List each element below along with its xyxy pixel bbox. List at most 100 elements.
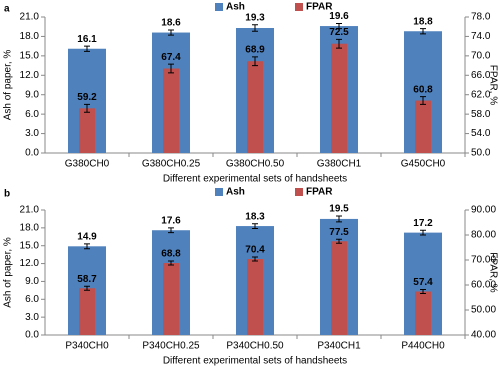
- y2-tick-label: 62.0: [471, 89, 491, 100]
- value-label: 17.6: [161, 215, 181, 226]
- value-label: 59.2: [77, 92, 97, 103]
- y2-tick-label: 74.0: [471, 31, 491, 42]
- value-label: 68.8: [161, 249, 181, 260]
- x-tick-label: P340CH0.50: [226, 341, 284, 352]
- error-bar: [168, 260, 174, 266]
- x-tick-label: G380CH0: [65, 159, 110, 170]
- y-tick-label: 15.0: [20, 50, 40, 61]
- value-label: 19.5: [329, 204, 349, 215]
- error-bar: [84, 103, 90, 113]
- x-axis-label: Different experimental sets of handsheet…: [163, 356, 347, 367]
- y2-tick-label: 70.0: [471, 50, 491, 61]
- error-bar: [336, 38, 342, 49]
- y-tick-label: 3.0: [25, 128, 39, 139]
- y-tick-label: 12.0: [20, 70, 40, 81]
- error-bar: [168, 227, 174, 234]
- bar: [247, 61, 263, 154]
- y2-axis-label: FPAR, %: [487, 252, 498, 292]
- value-label: 67.4: [161, 52, 181, 63]
- error-bar: [252, 24, 258, 32]
- y-tick-label: 12.0: [20, 258, 40, 269]
- error-bar: [336, 238, 342, 244]
- bar: [79, 108, 95, 153]
- y-axis-label: Ash of paper, %: [3, 237, 14, 308]
- x-tick-label: G380CH1: [317, 159, 362, 170]
- x-tick-label: P440CH0: [401, 341, 445, 352]
- error-bar: [252, 223, 258, 229]
- error-bar: [420, 289, 426, 294]
- x-tick-label: G380CH0.50: [226, 159, 285, 170]
- y2-tick-label: 40.00: [471, 330, 496, 341]
- error-bar: [84, 45, 90, 52]
- value-label: 18.8: [413, 16, 433, 27]
- y-tick-label: 21.0: [20, 12, 40, 23]
- value-label: 72.5: [329, 27, 349, 38]
- bar: [163, 263, 179, 335]
- value-label: 18.3: [245, 211, 265, 222]
- y-tick-label: 15.0: [20, 240, 40, 251]
- value-label: 58.7: [77, 274, 97, 285]
- error-bar: [84, 285, 90, 291]
- legend-swatch: [215, 3, 223, 11]
- legend-label: Ash: [226, 2, 245, 13]
- value-label: 60.8: [413, 84, 433, 95]
- y2-tick-label: 66.0: [471, 70, 491, 81]
- legend-label: FPAR: [306, 187, 333, 198]
- error-bar: [336, 22, 342, 30]
- legend-swatch: [295, 3, 303, 11]
- bar: [247, 259, 263, 335]
- error-bar: [420, 96, 426, 105]
- y-tick-label: 18.0: [20, 222, 40, 233]
- y2-tick-label: 70.00: [471, 255, 496, 266]
- legend-swatch: [215, 188, 223, 196]
- x-tick-label: P340CH1: [317, 341, 361, 352]
- y2-tick-label: 60.00: [471, 280, 496, 291]
- y2-axis-label: FPAR, %: [487, 65, 498, 105]
- value-label: 14.9: [77, 232, 97, 243]
- error-bar: [84, 243, 90, 250]
- legend-label: FPAR: [306, 2, 333, 13]
- bar: [415, 100, 431, 153]
- error-bar: [420, 229, 426, 236]
- x-axis-label: Different experimental sets of handsheet…: [163, 174, 347, 185]
- x-tick-label: P340CH0.25: [142, 341, 200, 352]
- y-tick-label: 0.0: [25, 330, 39, 341]
- value-label: 19.3: [245, 12, 265, 23]
- error-bar: [336, 215, 342, 223]
- y2-tick-label: 58.0: [471, 109, 491, 120]
- x-tick-label: G380CH0.25: [142, 159, 201, 170]
- y-tick-label: 3.0: [25, 312, 39, 323]
- y-tick-label: 6.0: [25, 109, 39, 120]
- value-label: 18.6: [161, 18, 181, 29]
- y-axis-label: Ash of paper, %: [3, 50, 14, 121]
- error-bar: [252, 56, 258, 67]
- y2-tick-label: 90.00: [471, 205, 496, 216]
- value-label: 57.4: [413, 277, 433, 288]
- legend-swatch: [295, 188, 303, 196]
- value-label: 77.5: [329, 227, 349, 238]
- y-tick-label: 6.0: [25, 294, 39, 305]
- legend-label: Ash: [226, 187, 245, 198]
- bar: [163, 68, 179, 153]
- y2-tick-label: 54.0: [471, 128, 491, 139]
- y-tick-label: 9.0: [25, 89, 39, 100]
- bar: [79, 288, 95, 335]
- y2-tick-label: 50.0: [471, 148, 491, 159]
- error-bar: [420, 28, 426, 35]
- value-label: 19.6: [329, 11, 349, 22]
- panel-label: a: [4, 4, 10, 15]
- y2-tick-label: 50.00: [471, 305, 496, 316]
- bar: [331, 43, 347, 153]
- y2-tick-label: 78.0: [471, 12, 491, 23]
- x-tick-label: P340CH0: [65, 341, 109, 352]
- y2-tick-label: 80.00: [471, 230, 496, 241]
- y-tick-label: 21.0: [20, 205, 40, 216]
- bar: [415, 291, 431, 335]
- y-tick-label: 9.0: [25, 276, 39, 287]
- value-label: 16.1: [77, 34, 97, 45]
- y-tick-label: 0.0: [25, 148, 39, 159]
- panel-label: b: [4, 189, 10, 200]
- value-label: 70.4: [245, 245, 265, 256]
- bar: [331, 241, 347, 335]
